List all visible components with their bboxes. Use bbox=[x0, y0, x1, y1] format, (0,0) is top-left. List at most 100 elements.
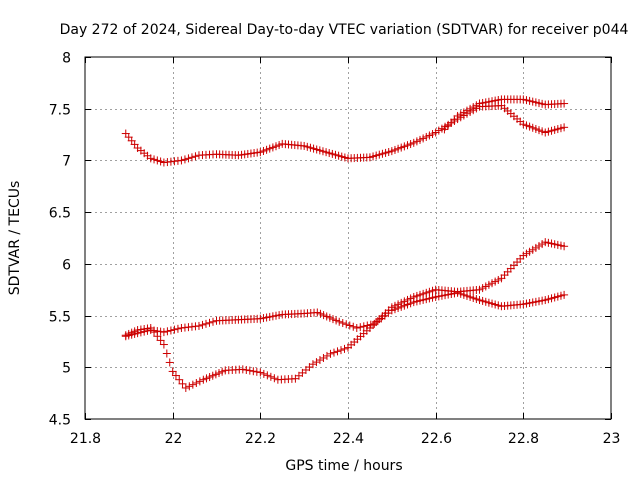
x-tick-label: 22.8 bbox=[508, 431, 539, 447]
data-point bbox=[162, 349, 171, 358]
chart-title: Day 272 of 2024, Sidereal Day-to-day VTE… bbox=[60, 22, 629, 38]
data-point bbox=[178, 379, 187, 388]
data-point bbox=[140, 327, 149, 336]
data-point bbox=[153, 156, 162, 165]
data-point bbox=[166, 326, 175, 335]
x-tick-label: 21.8 bbox=[70, 431, 101, 447]
data-point bbox=[326, 349, 335, 358]
data-point bbox=[338, 319, 347, 328]
data-point bbox=[171, 371, 180, 380]
data-point bbox=[335, 317, 344, 326]
data-point bbox=[205, 318, 214, 327]
data-point bbox=[192, 379, 201, 388]
data-point bbox=[259, 369, 268, 378]
series-lower-track-b bbox=[121, 288, 569, 341]
data-points bbox=[121, 95, 569, 392]
data-point bbox=[146, 326, 155, 335]
data-point bbox=[336, 346, 345, 355]
data-point bbox=[560, 123, 569, 132]
data-point bbox=[181, 383, 190, 392]
data-point bbox=[136, 328, 145, 337]
y-tick-label: 4.5 bbox=[49, 413, 71, 429]
data-point bbox=[349, 322, 358, 331]
data-point bbox=[329, 348, 338, 357]
y-tick-label: 6 bbox=[62, 258, 71, 274]
data-point bbox=[177, 156, 186, 165]
data-point bbox=[188, 380, 197, 389]
y-tick-label: 7.5 bbox=[49, 103, 71, 119]
data-point bbox=[173, 324, 182, 333]
data-point bbox=[180, 155, 189, 164]
data-point bbox=[345, 321, 354, 330]
data-point bbox=[450, 115, 459, 124]
x-tick-label: 22.6 bbox=[421, 431, 452, 447]
data-point bbox=[270, 374, 279, 383]
data-point bbox=[238, 365, 247, 374]
data-point bbox=[342, 320, 351, 329]
data-point bbox=[359, 322, 368, 331]
series-lower-track-a bbox=[121, 238, 569, 392]
data-point bbox=[150, 155, 159, 164]
data-point bbox=[366, 320, 375, 329]
data-point bbox=[156, 327, 165, 336]
data-point bbox=[170, 325, 179, 334]
data-point bbox=[440, 125, 449, 134]
grid-lines bbox=[85, 57, 611, 419]
y-tick-label: 6.5 bbox=[49, 206, 71, 222]
data-point bbox=[208, 317, 217, 326]
y-tick-label: 7 bbox=[62, 154, 71, 170]
data-point bbox=[256, 368, 265, 377]
y-tick-label: 5.5 bbox=[49, 310, 71, 326]
data-point bbox=[163, 327, 172, 336]
y-tick-label: 5 bbox=[62, 361, 71, 377]
data-point bbox=[333, 347, 342, 356]
data-point bbox=[175, 375, 184, 384]
data-point bbox=[242, 365, 251, 374]
series-upper-track-b bbox=[440, 95, 569, 134]
data-point bbox=[146, 154, 155, 163]
data-point bbox=[443, 122, 452, 131]
data-point bbox=[153, 327, 162, 336]
data-point bbox=[447, 118, 456, 127]
data-point bbox=[560, 290, 569, 299]
axis-ticks: 21.8 22 22.2 22.4 22.6 22.8 23 4.5 5 5.5 6 6.5 7 7.5 8 bbox=[49, 51, 621, 448]
data-point bbox=[198, 320, 207, 329]
x-tick-label: 22.4 bbox=[333, 431, 364, 447]
data-point bbox=[191, 152, 200, 161]
x-tick-label: 23 bbox=[603, 431, 621, 447]
data-point bbox=[168, 367, 177, 376]
data-point bbox=[315, 356, 324, 365]
x-axis-label: GPS time / hours bbox=[285, 458, 402, 474]
y-tick-label: 8 bbox=[62, 51, 71, 67]
data-point bbox=[319, 353, 328, 362]
x-tick-label: 22.2 bbox=[245, 431, 276, 447]
data-point bbox=[340, 344, 349, 353]
data-point bbox=[363, 321, 372, 330]
data-point bbox=[312, 358, 321, 367]
data-point bbox=[159, 340, 168, 349]
data-point bbox=[165, 358, 174, 367]
data-point bbox=[201, 319, 210, 328]
data-point bbox=[187, 153, 196, 162]
data-point bbox=[150, 326, 159, 335]
data-point bbox=[263, 371, 272, 380]
data-point bbox=[322, 351, 331, 360]
data-point bbox=[156, 336, 165, 345]
data-point bbox=[356, 323, 365, 332]
data-point bbox=[184, 154, 193, 163]
data-point bbox=[194, 321, 203, 330]
data-point bbox=[560, 242, 569, 251]
data-point bbox=[245, 366, 254, 375]
x-tick-label: 22 bbox=[165, 431, 183, 447]
data-point bbox=[159, 328, 168, 337]
data-point bbox=[308, 360, 317, 369]
data-point bbox=[252, 367, 261, 376]
data-point bbox=[352, 323, 361, 332]
y-axis-label: SDTVAR / TECUs bbox=[7, 181, 23, 296]
data-point bbox=[185, 382, 194, 391]
data-point bbox=[133, 329, 142, 338]
data-point bbox=[249, 367, 258, 376]
series-upper-track-a bbox=[121, 101, 569, 167]
data-point bbox=[266, 372, 275, 381]
data-point bbox=[560, 99, 569, 108]
